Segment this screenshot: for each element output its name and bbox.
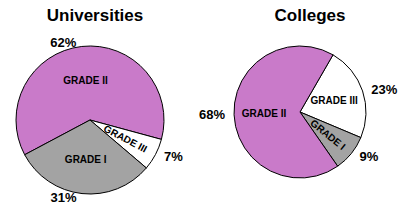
svg-text:GRADE II: GRADE II [63,75,108,86]
svg-text:62%: 62% [50,35,76,50]
svg-text:GRADE I: GRADE I [308,117,347,152]
svg-text:7%: 7% [164,149,183,164]
svg-text:68%: 68% [199,107,225,122]
svg-text:GRADE III: GRADE III [102,123,149,155]
svg-text:23%: 23% [371,82,397,97]
svg-text:GRADE I: GRADE I [65,154,107,165]
svg-text:Universities: Universities [47,6,143,25]
svg-text:GRADE II: GRADE II [242,108,287,119]
svg-text:31%: 31% [51,190,77,205]
svg-text:GRADE III: GRADE III [311,95,358,106]
svg-text:Colleges: Colleges [275,6,346,25]
svg-text:9%: 9% [359,149,378,164]
